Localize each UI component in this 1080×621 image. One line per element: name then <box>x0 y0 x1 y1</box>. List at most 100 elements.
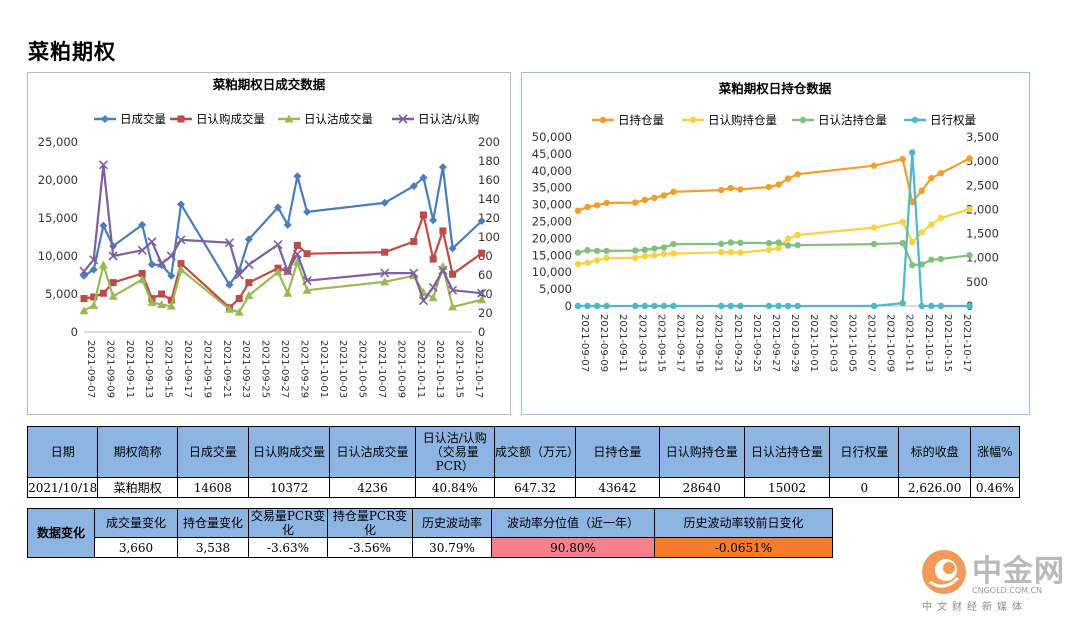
volume-chart-x-tick-label: 2021-10-17 <box>473 340 484 398</box>
header-oi-change: 持仓量变化 <box>177 508 249 538</box>
watermark: 中金网 CNGOLD.COM.CN 中文财经新媒体 <box>920 546 1070 614</box>
volume-chart-data-point <box>292 257 302 266</box>
cell-exercise: 0 <box>829 477 900 498</box>
open-interest-chart-legend-label: 日认购持仓量 <box>708 113 777 127</box>
volume-chart-data-point <box>234 270 244 280</box>
open-interest-chart-title: 菜粕期权日持仓数据 <box>718 81 832 96</box>
data-change-label: 数据变化 <box>27 508 95 558</box>
open-interest-chart-data-point <box>574 207 582 214</box>
volume-chart-data-point <box>292 249 302 259</box>
open-interest-chart-data-point <box>775 239 782 246</box>
volume-chart-left-tick-label: 10,000 <box>38 249 78 263</box>
open-interest-chart-left-tick-label: 5,000 <box>539 282 572 296</box>
volume-chart-legend-marker <box>284 114 294 123</box>
open-interest-chart-left-tick-label: 25,000 <box>532 215 572 229</box>
header-put-oi: 日认沽持仓量 <box>743 426 831 478</box>
volume-chart-x-tick-label: 2021-09-15 <box>163 340 174 398</box>
volume-chart-x-tick-label: 2021-09-13 <box>143 340 154 398</box>
open-interest-chart-left-tick-label: 50,000 <box>532 130 572 144</box>
open-interest-chart-data-point <box>593 302 601 310</box>
data-change-table: 数据变化 成交量变化 持仓量变化 交易量PCR变化 持仓量PCR变化 历史波动率… <box>27 508 833 558</box>
open-interest-chart-data-point <box>660 250 668 258</box>
volume-chart-data-point <box>245 279 253 287</box>
open-interest-chart-x-tick-label: 2021-10-13 <box>923 314 934 372</box>
volume-chart-data-point <box>225 280 234 289</box>
volume-chart-legend-label: 日认沽成交量 <box>304 112 373 126</box>
cell-volume-pcr-change: -3.63% <box>248 537 328 558</box>
open-interest-chart-data-point <box>727 249 734 256</box>
open-interest-chart-legend-label: 日认沽持仓量 <box>818 113 887 127</box>
open-interest-chart-data-point <box>794 302 801 310</box>
open-interest-chart-x-tick-label: 2021-10-07 <box>866 314 877 372</box>
open-interest-chart-data-point <box>670 250 677 257</box>
cell-open-interest: 43642 <box>575 477 660 498</box>
volume-chart-data-point <box>418 296 429 306</box>
open-interest-chart-data-point <box>660 244 668 251</box>
table-row: 3,660 3,538 -3.63% -3.56% 30.79% 90.80% … <box>28 537 833 558</box>
page-title: 菜粕期权 <box>28 40 116 64</box>
open-interest-chart-data-point <box>765 183 773 191</box>
volume-chart-data-point <box>428 293 438 302</box>
open-interest-chart-data-point <box>775 245 782 252</box>
volume-chart-data-point <box>410 238 418 246</box>
volume-chart-data-point <box>428 282 438 292</box>
open-interest-chart-data-point <box>794 241 801 249</box>
volume-chart-data-point <box>244 259 254 270</box>
volume-chart-right-tick-label: 200 <box>478 135 500 149</box>
volume-chart-right-tick-label: 0 <box>478 325 485 339</box>
open-interest-chart-data-point <box>794 231 801 239</box>
open-interest-chart-x-tick-label: 2021-09-19 <box>694 314 705 372</box>
volume-chart-data-point <box>448 302 458 311</box>
open-interest-chart-right-tick-label: 1,500 <box>966 227 999 241</box>
trading-volume-chart: 菜粕期权日成交数据 日成交量 日认购成交量 日认沽成交量 日认沽/认购 0 5,000 10,… <box>27 72 511 415</box>
watermark-brand: 中金网 <box>972 554 1065 589</box>
open-interest-chart-x-tick-label: 2021-10-03 <box>827 314 838 372</box>
header-oi-pcr-change: 持仓量PCR变化 <box>327 508 413 538</box>
volume-chart-x-tick-label: 2021-09-21 <box>221 340 232 398</box>
volume-chart-x-tick-label: 2021-09-25 <box>260 340 271 398</box>
open-interest-chart-x-tick-label: 2021-09-29 <box>789 314 800 372</box>
cell-underlying-close: 2,626.00 <box>898 477 971 498</box>
volume-chart-data-point <box>108 291 118 300</box>
table-row: 2021/10/18 菜粕期权 14608 10372 4236 40.84% … <box>26 477 1021 498</box>
header-hv-change: 历史波动率较前日变化 <box>654 508 833 538</box>
open-interest-chart-left-tick-label: 30,000 <box>532 198 572 212</box>
volume-chart-data-point <box>99 221 108 230</box>
cell-volume-change: 3,660 <box>94 537 178 558</box>
open-interest-chart-data-point <box>641 253 649 260</box>
open-interest-chart-data-point <box>918 229 925 236</box>
volume-chart-data-point <box>449 270 457 278</box>
open-interest-chart-left-tick-label: 40,000 <box>532 164 572 178</box>
open-interest-chart-x-tick-label: 2021-10-17 <box>961 314 972 372</box>
header-volume-change: 成交量变化 <box>94 508 178 538</box>
volume-chart-data-point <box>409 182 418 191</box>
volume-chart-data-point <box>177 200 185 209</box>
volume-chart-legend-marker <box>177 115 185 123</box>
open-interest-chart-x-tick-label: 2021-09-27 <box>770 314 781 372</box>
open-interest-chart-data-point <box>574 302 582 310</box>
cell-date: 2021/10/18 <box>26 477 99 498</box>
open-interest-chart-data-point <box>775 181 782 188</box>
volume-chart-x-tick-label: 2021-10-13 <box>434 340 445 398</box>
header-volume-pcr-change: 交易量PCR变化 <box>248 508 328 538</box>
volume-chart-data-point <box>137 275 147 284</box>
volume-chart-data-point <box>429 216 438 225</box>
open-interest-chart-legend-marker <box>599 116 607 124</box>
open-interest-chart-data-point <box>670 240 677 248</box>
header-volume: 日成交量 <box>176 426 250 478</box>
volume-chart-data-point <box>176 265 186 274</box>
open-interest-chart-data-point <box>574 249 582 256</box>
volume-chart-data-point <box>109 279 117 287</box>
open-interest-chart-x-tick-label: 2021-09-23 <box>732 314 743 372</box>
change-table-header-row: 数据变化 成交量变化 持仓量变化 交易量PCR变化 持仓量PCR变化 历史波动率… <box>27 508 833 558</box>
open-interest-chart-x-tick-label: 2021-09-15 <box>655 314 666 372</box>
volume-chart-data-point <box>302 285 312 294</box>
open-interest-chart-data-point <box>928 302 935 310</box>
volume-chart-left-tick-label: 0 <box>71 325 78 339</box>
open-interest-chart-data-point <box>660 192 668 199</box>
open-interest-chart-data-point <box>870 302 878 310</box>
open-interest-chart-data-point <box>660 302 668 310</box>
open-interest-chart-data-point <box>870 240 878 248</box>
volume-chart-x-tick-label: 2021-09-19 <box>201 340 212 398</box>
volume-chart-data-point <box>147 260 156 269</box>
